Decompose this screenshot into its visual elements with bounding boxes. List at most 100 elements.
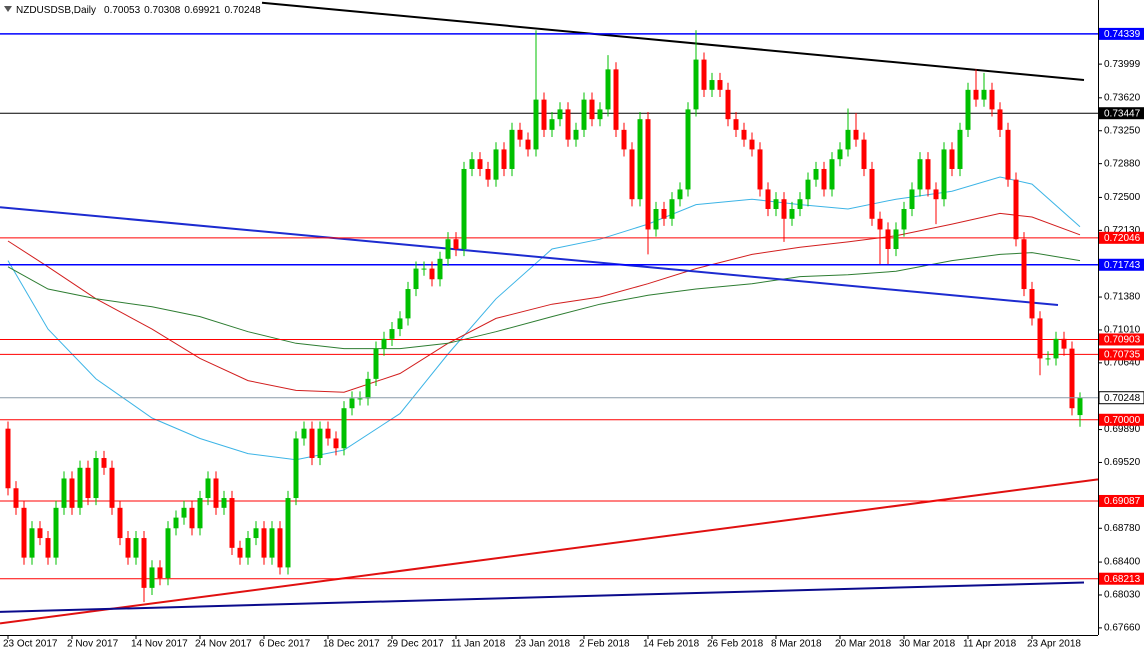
level-label: 0.69087 [1104,496,1141,507]
candle-body [645,119,651,230]
candle-body [581,99,587,130]
x-tick-label: 6 Dec 2017 [259,639,311,650]
x-tick-label: 2 Feb 2018 [579,639,630,650]
candle-body [1005,129,1011,180]
level-label-bg [1099,572,1144,585]
candle-body [341,408,347,449]
candle-body [149,567,155,588]
candle-body [829,159,835,190]
candle-body [685,109,691,190]
candle-body [221,498,227,508]
candle-body [1061,338,1067,349]
candle-body [541,99,547,130]
candle-body [405,289,411,319]
candle-body [173,517,179,529]
candle-body [669,199,675,219]
candle-body [237,547,243,558]
level-label-bg [1099,27,1144,40]
candle-body [765,189,771,209]
candle-body [397,318,403,330]
moving-average [7,252,1081,350]
candle-body [349,398,355,409]
candle-body [893,229,899,250]
candle-body [1045,358,1051,360]
candle-body [597,109,603,120]
trend-line [261,1,1085,81]
candle-body [501,149,507,169]
candle-body [573,129,579,140]
candle-body [141,538,147,588]
y-tick-label: 0.73999 [1104,59,1141,70]
candle-body [197,498,203,529]
level-label-bg [1099,348,1144,361]
candle-body [301,428,307,439]
x-tick-label: 11 Apr 2018 [963,639,1017,650]
candle-body [125,538,131,558]
level-label: 0.70000 [1104,415,1141,426]
candle-body [269,528,275,558]
candle-body [837,149,843,160]
y-tick-label: 0.70640 [1104,357,1141,368]
candle-body [325,428,331,439]
candle-body [805,179,811,200]
candle-body [997,109,1003,130]
candle-body [589,99,595,120]
x-tick-label: 29 Dec 2017 [387,639,444,650]
candle-body [109,467,115,508]
y-tick-label: 0.73250 [1104,125,1141,136]
candle-body [909,189,915,209]
candle-body [453,239,459,250]
candle-body [917,159,923,190]
level-label: 0.70903 [1104,335,1141,346]
current-price-label: 0.70248 [1104,393,1141,404]
moving-average [7,176,1081,461]
candle-body [693,59,699,110]
candle-body [389,329,395,339]
candle-body [357,398,363,400]
y-tick-label: 0.72130 [1104,225,1141,236]
y-tick-label: 0.67660 [1104,623,1141,634]
candle-body [517,129,523,140]
last-low: 0.69921 [184,5,221,16]
candle-body [485,168,491,180]
y-tick-label: 0.72500 [1104,192,1141,203]
candle-body [773,199,779,209]
candle-body [317,428,323,459]
candle-body [309,428,315,459]
x-tick-label: 23 Oct 2017 [3,639,58,650]
level-label-bg [1099,231,1144,244]
candle-body [725,89,731,120]
trend-line [0,478,1099,625]
level-label: 0.72046 [1104,233,1141,244]
candle-body [373,348,379,379]
candle-body [973,89,979,100]
candle-body [869,168,875,219]
candle-body [853,129,859,140]
candle-body [117,507,123,539]
candle-body [677,189,683,200]
level-label-bg [1099,413,1144,426]
candle-body [789,208,795,219]
candle-body [981,89,987,100]
candle-body [101,458,107,468]
trend-line [0,581,1085,613]
candle-body [445,239,451,259]
chart-header: NZDUSDSB,Daily 0.70053 0.70308 0.69921 0.702… [16,5,261,16]
candle-body [629,149,635,200]
trend-line [0,206,1059,306]
candle-body [1053,338,1059,359]
symbol-icon [4,6,12,12]
candle-body [157,567,163,579]
candle-body [333,438,339,449]
candle-body [1021,239,1027,290]
candle-body [205,478,211,499]
candle-body [365,378,371,399]
candle-body [61,478,67,508]
y-tick-label: 0.69520 [1104,457,1141,468]
current-price-bg [1098,391,1144,405]
candle-body [261,528,267,558]
plot-area [0,1,1099,625]
candle-body [717,80,723,90]
